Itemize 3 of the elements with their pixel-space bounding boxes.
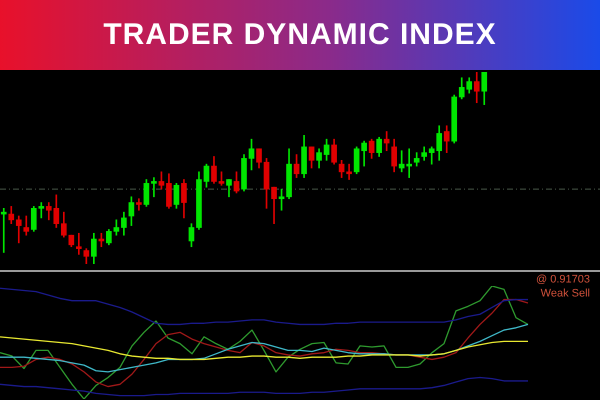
text: @ 0.91703 <box>536 274 590 286</box>
chart-title: TRADER DYNAMIC INDEX <box>103 18 497 52</box>
text: Weak Sell <box>540 288 590 300</box>
